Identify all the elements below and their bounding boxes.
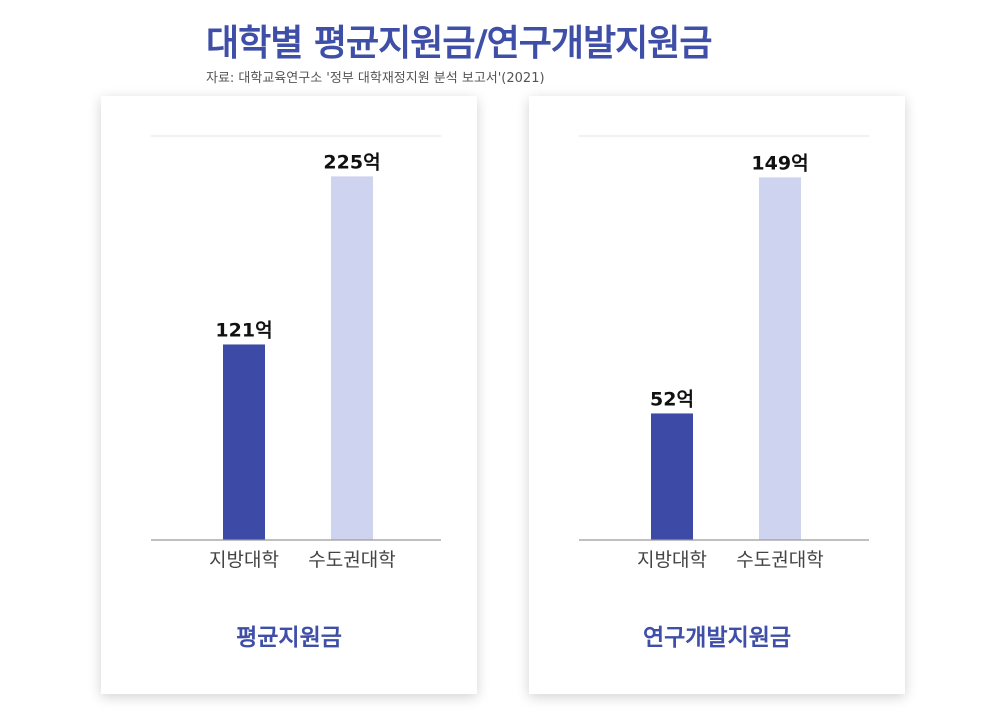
source-note: 자료: 대학교육연구소 '정부 대학재정지원 분석 보고서'(2021) bbox=[206, 71, 545, 86]
chart-title-average-support: 평균지원금 bbox=[236, 625, 342, 651]
page-title: 대학별 평균지원금/연구개발지원금 bbox=[206, 23, 712, 64]
bar-rnd-support-local bbox=[651, 413, 693, 540]
category-label-rnd-support-capital: 수도권대학 bbox=[736, 549, 823, 571]
bar-average-support-local bbox=[223, 344, 265, 540]
value-label-rnd-support-capital: 149억 bbox=[751, 152, 808, 174]
chart-title-rnd-support: 연구개발지원금 bbox=[642, 625, 792, 651]
category-label-average-support-capital: 수도권대학 bbox=[308, 549, 395, 571]
bar-rnd-support-capital bbox=[759, 177, 801, 540]
value-label-average-support-capital: 225억 bbox=[323, 151, 380, 173]
bar-average-support-capital bbox=[331, 176, 373, 540]
category-label-rnd-support-local: 지방대학 bbox=[637, 549, 707, 571]
category-label-average-support-local: 지방대학 bbox=[209, 549, 279, 571]
value-label-average-support-local: 121억 bbox=[215, 319, 272, 341]
value-label-rnd-support-local: 52억 bbox=[650, 388, 694, 410]
